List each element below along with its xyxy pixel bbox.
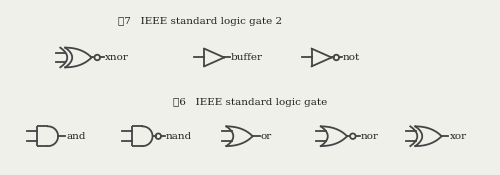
Text: nor: nor	[360, 132, 378, 141]
Text: buffer: buffer	[231, 53, 263, 62]
Text: or: or	[260, 132, 272, 141]
Text: xor: xor	[450, 132, 466, 141]
Text: nand: nand	[166, 132, 192, 141]
Text: 图6   IEEE standard logic gate: 图6 IEEE standard logic gate	[173, 98, 327, 107]
Text: not: not	[343, 53, 360, 62]
Text: 图7   IEEE standard logic gate 2: 图7 IEEE standard logic gate 2	[118, 17, 282, 26]
Text: xnor: xnor	[105, 53, 129, 62]
Text: and: and	[66, 132, 86, 141]
